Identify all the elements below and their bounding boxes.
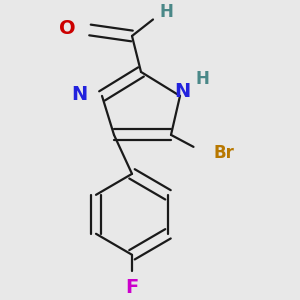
- Text: H: H: [160, 3, 173, 21]
- Text: F: F: [125, 278, 139, 297]
- Text: N: N: [71, 85, 88, 104]
- Text: Br: Br: [213, 144, 234, 162]
- Text: O: O: [59, 19, 76, 38]
- Text: H: H: [196, 70, 209, 88]
- Text: N: N: [174, 82, 190, 101]
